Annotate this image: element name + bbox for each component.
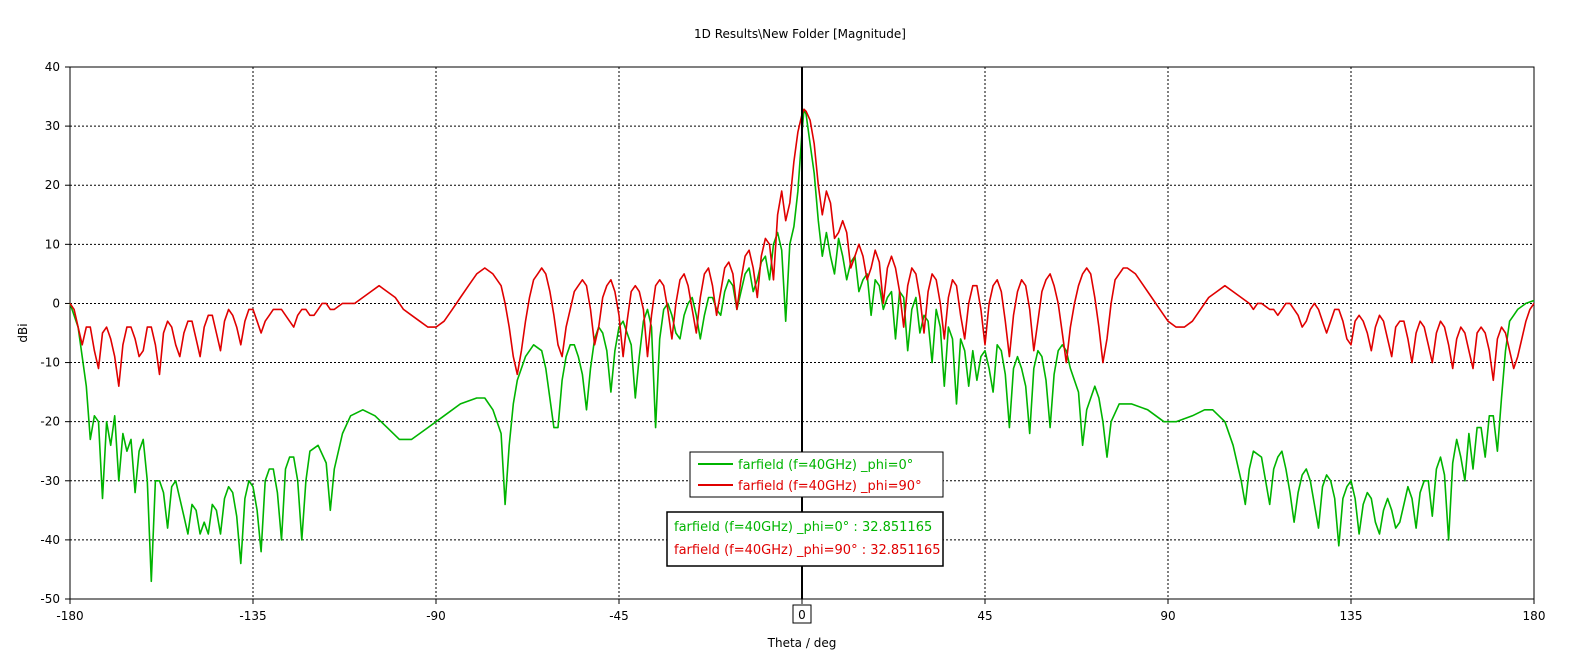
readout-phi90: farfield (f=40GHz) _phi=90° : 32.851165 <box>674 543 941 558</box>
marker-readout: farfield (f=40GHz) _phi=0° : 32.851165 f… <box>666 511 944 567</box>
x-tick-label: -90 <box>426 609 446 623</box>
x-axis-label: Theta / deg <box>767 636 837 650</box>
theta-marker-box[interactable] <box>792 604 812 624</box>
chart-title: 1D Results\New Folder [Magnitude] <box>694 27 906 41</box>
y-tick-label: -50 <box>40 592 60 606</box>
theta-marker-label: 0 <box>798 608 806 622</box>
y-axis-ticks: 40 30 20 10 0 -10 -20 -30 -40 -50 <box>40 60 70 606</box>
y-tick-label: 40 <box>45 60 60 74</box>
y-tick-label: -30 <box>40 474 60 488</box>
y-tick-label: -40 <box>40 533 60 547</box>
x-tick-label: 135 <box>1340 609 1363 623</box>
x-tick-label: 180 <box>1523 609 1546 623</box>
series-line-phi0[interactable] <box>69 108 1535 583</box>
legend[interactable]: farfield (f=40GHz) _phi=0° farfield (f=4… <box>689 451 944 498</box>
x-tick-label: 90 <box>1160 609 1175 623</box>
legend-entry-phi0: farfield (f=40GHz) _phi=0° <box>738 458 913 473</box>
legend-entry-phi90: farfield (f=40GHz) _phi=90° <box>738 479 922 494</box>
series-line-phi90[interactable] <box>69 108 1535 387</box>
y-axis-label: dBi <box>16 323 30 342</box>
y-tick-label: -10 <box>40 356 60 370</box>
y-tick-label: 20 <box>45 178 60 192</box>
x-tick-label: -135 <box>239 609 266 623</box>
y-tick-label: 0 <box>52 296 60 310</box>
series-layer <box>69 108 1535 583</box>
x-tick-label: -180 <box>56 609 83 623</box>
x-axis-ticks: -180 -135 -90 -45 45 90 135 180 <box>56 599 1545 623</box>
x-tick-label: -45 <box>609 609 629 623</box>
y-tick-label: 10 <box>45 237 60 251</box>
y-tick-label: -20 <box>40 415 60 429</box>
x-tick-label: 45 <box>977 609 992 623</box>
readout-phi0: farfield (f=40GHz) _phi=0° : 32.851165 <box>674 520 932 535</box>
y-tick-label: 30 <box>45 119 60 133</box>
